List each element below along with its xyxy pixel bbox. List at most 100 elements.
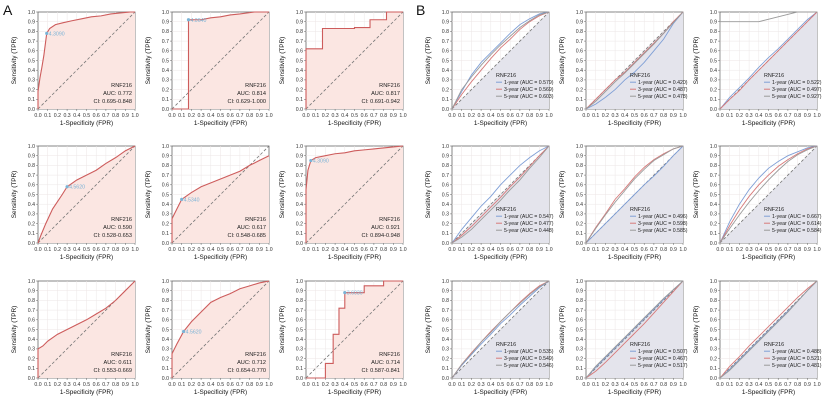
y-tick-label: 1.0 xyxy=(296,10,303,16)
x-axis-label: 1-Specificity (FPR) xyxy=(474,389,527,396)
roc-series-1-year xyxy=(719,11,818,110)
y-tick-label: 1.0 xyxy=(576,144,583,150)
gene-label: RNF216 xyxy=(245,352,266,358)
y-tick-label: 0.0 xyxy=(162,376,169,382)
y-axis-label: Sensitivity (TPR) xyxy=(559,171,566,219)
x-tick-label: 1.0 xyxy=(679,247,686,253)
ci-label: CI: 0.695-0.848 xyxy=(93,99,132,105)
y-tick-label: 0.2 xyxy=(28,356,35,362)
x-tick-label: 0.2 xyxy=(468,113,475,119)
y-tick-label: 1.0 xyxy=(710,279,717,285)
y-tick-label: 0.6 xyxy=(162,183,169,189)
y-tick-label: 0.0 xyxy=(576,107,583,113)
y-axis-label: Sensitivity (TPR) xyxy=(693,171,700,219)
y-tick-label: 0.1 xyxy=(442,366,449,372)
x-tick-label: 0.1 xyxy=(178,113,185,119)
roc-series-3-year xyxy=(585,280,684,379)
x-tick-label: 0.5 xyxy=(765,382,772,388)
x-tick-label: 0.8 xyxy=(660,113,667,119)
x-tick-label: 0.1 xyxy=(726,247,733,253)
y-tick-label: 0.7 xyxy=(296,39,303,45)
x-tick-label: 0.4 xyxy=(487,113,494,119)
x-tick-label: 0.6 xyxy=(641,113,648,119)
x-tick-label: 0.3 xyxy=(197,382,204,388)
x-tick-label: 0.8 xyxy=(112,247,119,253)
x-axis-label: 1-Specificity (FPR) xyxy=(608,120,661,127)
x-tick-label: 0.7 xyxy=(650,113,657,119)
y-tick-label: 0.0 xyxy=(28,241,35,247)
roc-curve xyxy=(305,11,403,109)
y-tick-label: 0.8 xyxy=(28,29,35,35)
y-tick-label: 0.5 xyxy=(296,327,303,333)
y-tick-label: 0.7 xyxy=(442,308,449,314)
reference-diagonal xyxy=(451,280,550,379)
y-tick-label: 0.2 xyxy=(442,87,449,93)
cutoff-point xyxy=(45,31,49,35)
x-tick-label: 0.2 xyxy=(602,247,609,253)
x-axis-label: 1-Specificity (FPR) xyxy=(60,254,113,261)
x-tick-label: 0.3 xyxy=(477,382,484,388)
y-tick-label: 0.8 xyxy=(442,298,449,304)
cutoff-point xyxy=(182,329,186,334)
cutoff-label: 3.6030 xyxy=(347,291,363,297)
auc-label: AUC: 0.712 xyxy=(237,360,266,366)
y-axis-label: Sensitivity (TPR) xyxy=(11,171,18,219)
legend-title: RNF216 xyxy=(496,207,516,213)
x-tick-label: 0.8 xyxy=(380,113,387,119)
y-tick-label: 0.2 xyxy=(296,221,303,227)
x-tick-label: 0.0 xyxy=(448,382,455,388)
x-axis-label: 1-Specificity (FPR) xyxy=(194,389,247,396)
y-tick-label: 0.3 xyxy=(296,78,303,84)
y-tick-label: 0.3 xyxy=(296,347,303,353)
x-tick-label: 0.0 xyxy=(302,382,309,388)
x-tick-label: 0.2 xyxy=(322,382,329,388)
x-tick-label: 0.6 xyxy=(227,382,234,388)
x-tick-label: 1.0 xyxy=(813,382,820,388)
x-tick-label: 1.0 xyxy=(813,247,820,253)
x-tick-label: 0.7 xyxy=(370,382,377,388)
y-tick-label: 0.3 xyxy=(710,212,717,218)
y-tick-label: 0.1 xyxy=(28,231,35,237)
x-tick-label: 0.8 xyxy=(526,113,533,119)
y-tick-label: 0.0 xyxy=(296,107,303,113)
x-tick-label: 0.5 xyxy=(631,113,638,119)
cutoff-point xyxy=(180,197,184,201)
y-tick-label: 0.4 xyxy=(576,337,583,343)
reference-diagonal xyxy=(451,145,550,244)
x-tick-label: 0.4 xyxy=(487,247,494,253)
x-tick-label: 0.8 xyxy=(794,113,801,119)
y-axis-label: Sensitivity (TPR) xyxy=(145,171,152,219)
x-tick-label: 0.2 xyxy=(736,113,743,119)
legend-entry: 1-year (AUC = 0.507) xyxy=(638,349,688,355)
auc-label: AUC: 0.772 xyxy=(103,91,132,97)
x-tick-label: 0.0 xyxy=(34,113,41,119)
cutoff-point xyxy=(343,291,347,295)
x-axis-label: 1-Specificity (FPR) xyxy=(608,389,661,396)
x-tick-label: 0.6 xyxy=(361,382,368,388)
y-tick-label: 0.1 xyxy=(576,231,583,237)
roc-series-5-year xyxy=(585,280,684,379)
x-tick-label: 0.9 xyxy=(670,382,677,388)
y-tick-label: 0.8 xyxy=(576,163,583,169)
legend-entry: 1-year (AUC = 0.547) xyxy=(504,214,554,220)
x-tick-label: 0.1 xyxy=(458,382,465,388)
roc-series-1-year xyxy=(451,280,550,379)
reference-diagonal xyxy=(719,11,818,110)
y-tick-label: 0.3 xyxy=(162,78,169,84)
y-axis-label: Sensitivity (TPR) xyxy=(145,306,152,354)
y-tick-label: 0.9 xyxy=(576,154,583,160)
x-tick-label: 0.9 xyxy=(670,113,677,119)
y-tick-label: 0.1 xyxy=(710,231,717,237)
x-tick-label: 0.4 xyxy=(73,113,80,119)
x-tick-label: 0.2 xyxy=(602,113,609,119)
y-tick-label: 0.5 xyxy=(162,327,169,333)
y-tick-label: 0.5 xyxy=(710,58,717,64)
x-axis-label: 1-Specificity (FPR) xyxy=(742,254,795,261)
x-tick-label: 0.8 xyxy=(246,113,253,119)
y-tick-label: 0.3 xyxy=(28,212,35,218)
auc-label: AUC: 0.590 xyxy=(103,225,132,231)
y-tick-label: 0.0 xyxy=(28,107,35,113)
x-tick-label: 0.2 xyxy=(322,113,329,119)
